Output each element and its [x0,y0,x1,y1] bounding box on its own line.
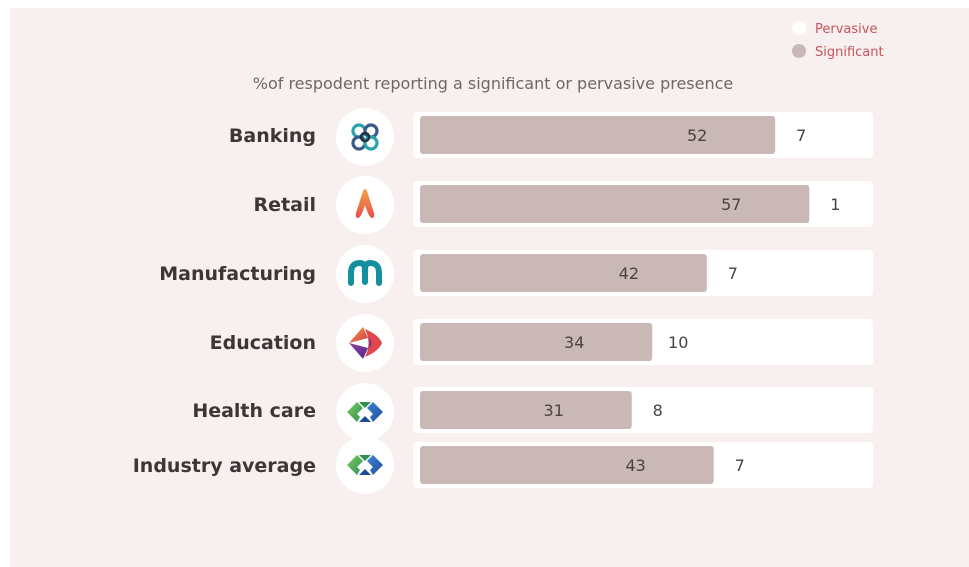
manufacturing-logo-icon [336,245,394,303]
legend-label-significant: Significant [815,45,884,60]
legend-swatch-pervasive [792,21,806,35]
category-label-manufacturing: Manufacturing [159,263,316,285]
value-label-significant-retail: 57 [721,195,741,214]
category-label-retail: Retail [254,194,316,216]
value-label-pervasive-health-care: 8 [653,401,663,420]
legend: Pervasive Significant [792,21,884,60]
health-care-logo-icon [336,383,394,441]
bar-significant-retail [420,185,810,223]
value-label-pervasive-education: 10 [668,333,688,352]
category-label-industry-average: Industry average [133,455,316,477]
legend-swatch-significant [792,44,806,58]
bar-significant-industry-average [420,446,714,484]
category-label-health-care: Health care [192,400,316,422]
legend-label-pervasive: Pervasive [815,22,877,37]
value-label-pervasive-retail: 1 [830,195,840,214]
value-label-pervasive-banking: 7 [796,126,806,145]
bar-significant-banking [420,116,776,154]
category-label-education: Education [210,332,316,354]
banking-logo-icon [336,108,394,166]
chart-subtitle: %of respodent reporting a significant or… [253,74,734,93]
industry-average-logo-icon [336,436,394,494]
bar-significant-education [420,323,653,361]
top-strip [0,0,969,8]
category-label-banking: Banking [229,125,316,147]
value-label-pervasive-manufacturing: 7 [728,264,738,283]
education-logo-icon [336,314,394,372]
bars-layer: Banking 52 7 Retail 57 1 Manufacturing 42 7 Educa… [133,112,873,488]
bar-significant-manufacturing [420,254,707,292]
retail-logo-icon [336,176,394,234]
value-label-significant-banking: 52 [687,126,707,145]
bar-significant-health-care [420,391,632,429]
value-label-significant-industry-average: 43 [626,456,646,475]
value-label-pervasive-industry-average: 7 [735,456,745,475]
value-label-significant-education: 34 [564,333,584,352]
value-label-significant-manufacturing: 42 [619,264,639,283]
value-label-significant-health-care: 31 [544,401,564,420]
